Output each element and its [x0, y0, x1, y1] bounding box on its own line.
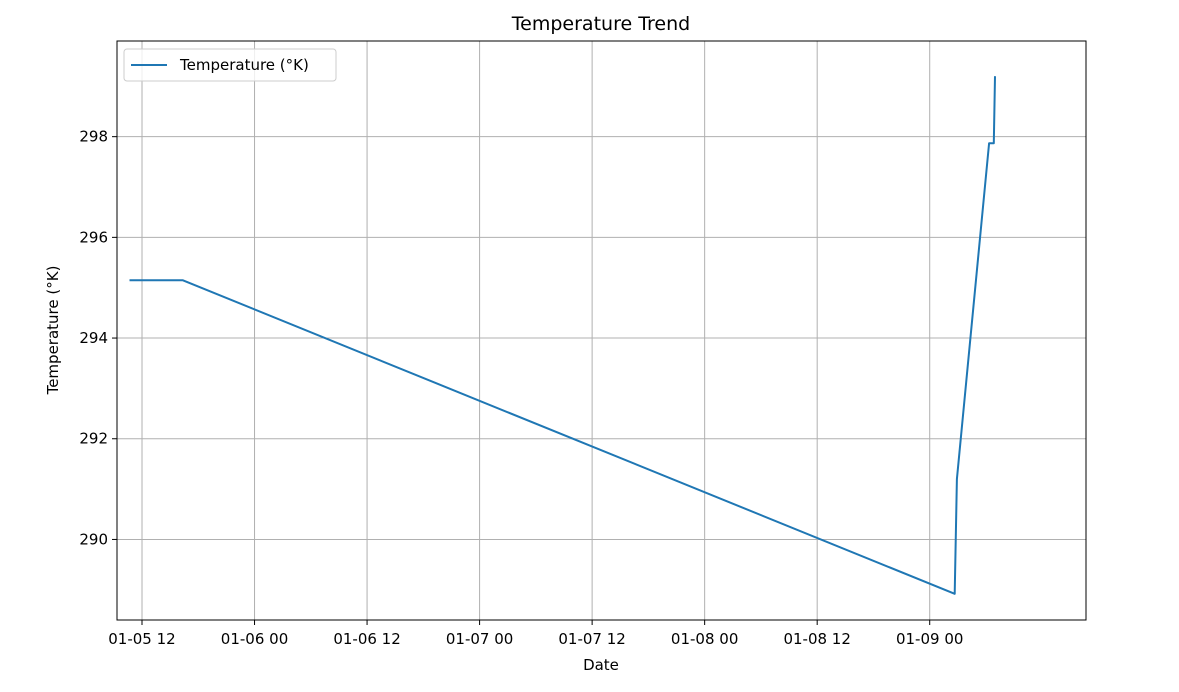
y-axis-ticks: 290 292 294 296 298: [79, 128, 117, 548]
legend-label-temperature: Temperature (°K): [179, 56, 309, 74]
x-tick-label: 01-05 12: [108, 630, 175, 648]
y-axis-label: Temperature (°K): [44, 266, 62, 396]
chart-title: Temperature Trend: [511, 13, 690, 35]
x-tick-label: 01-09 00: [896, 630, 963, 648]
y-tick-label: 294: [79, 329, 108, 347]
series-line-temperature: [129, 76, 996, 595]
x-axis-label: Date: [583, 656, 619, 674]
x-tick-label: 01-08 12: [783, 630, 850, 648]
y-tick-label: 298: [79, 128, 108, 146]
series-layer: [129, 76, 996, 595]
x-tick-label: 01-07 12: [558, 630, 625, 648]
x-tick-label: 01-08 00: [671, 630, 738, 648]
x-tick-label: 01-06 12: [333, 630, 400, 648]
y-tick-label: 296: [79, 228, 108, 246]
x-tick-label: 01-06 00: [221, 630, 288, 648]
legend: Temperature (°K): [123, 48, 337, 82]
plot-area-frame: [116, 40, 1087, 621]
y-tick-label: 290: [79, 530, 108, 548]
x-axis-ticks: 01-05 12 01-06 00 01-06 12 01-07 00 01-07 12…: [108, 620, 963, 648]
legend-box: [123, 48, 337, 82]
x-tick-label: 01-07 00: [446, 630, 513, 648]
y-tick-label: 292: [79, 430, 108, 448]
grid-lines: [117, 41, 1086, 620]
